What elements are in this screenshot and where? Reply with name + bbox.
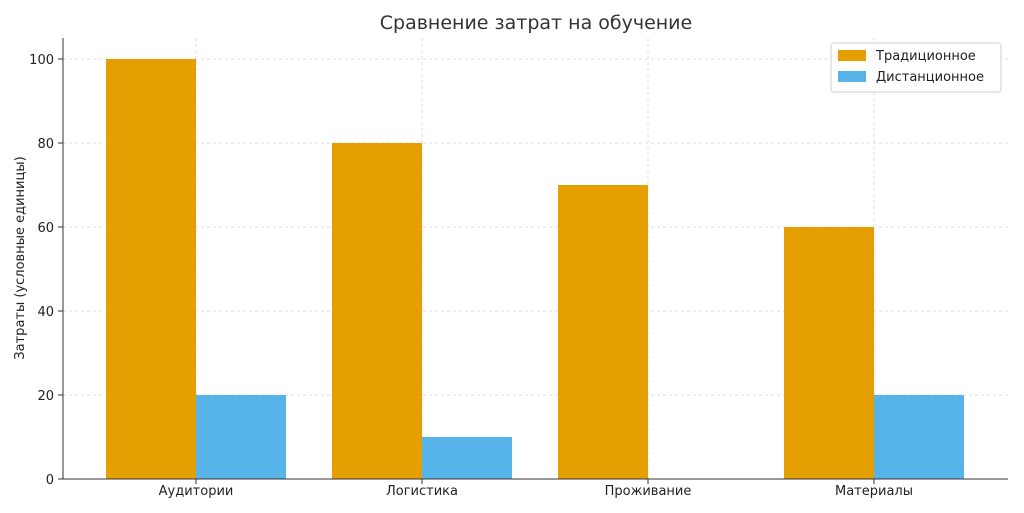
bar-traditional-2 [558,185,648,479]
legend-label-traditional: Традиционное [875,49,976,64]
legend-swatch-traditional [838,50,866,61]
legend-swatch-distance [838,71,866,82]
bar-distance-3 [874,395,964,479]
y-axis-label: Затраты (условные единицы) [13,156,28,359]
axes [62,38,1008,480]
bar-distance-1 [422,437,512,479]
x-tick-label: Логистика [386,484,458,499]
bar-traditional-0 [106,59,196,479]
chart-title: Сравнение затрат на обучение [380,12,692,34]
y-tick-label: 100 [29,53,54,68]
bar-traditional-1 [332,143,422,479]
x-tick-label: Материалы [835,484,913,499]
x-tick-label: Аудитории [159,484,234,499]
legend-box [830,42,1002,93]
y-ticks: 0 20 40 60 80 100 [29,53,63,488]
y-tick-label: 80 [37,137,54,152]
y-tick-label: 40 [37,305,54,320]
x-tick-label: Проживание [605,484,692,499]
y-tick-label: 60 [37,221,54,236]
legend-label-distance: Дистанционное [876,70,984,85]
bar-traditional-3 [784,227,874,479]
y-tick-label: 20 [37,389,54,404]
bars [106,59,964,479]
y-tick-label: 0 [46,473,54,488]
legend: Традиционное Дистанционное [830,42,1002,93]
x-ticks: Аудитории Логистика Проживание Материалы [159,479,913,499]
bar-distance-0 [196,395,286,479]
